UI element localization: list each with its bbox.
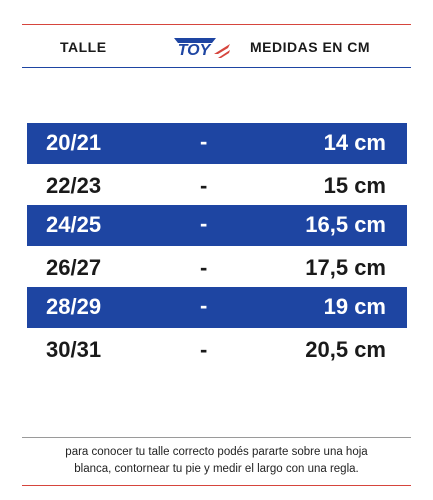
size-row: 30/31 - 20,5 cm [27,328,407,369]
size-row: 24/25 - 16,5 cm [27,205,407,246]
size-value: 26/27 [46,255,102,280]
row-dash: - [200,337,208,362]
logo-text: TOY [178,42,212,59]
size-value: 24/25 [46,212,102,237]
row-dash: - [200,293,208,318]
size-value: 30/31 [46,337,102,362]
size-table: 20/21 - 14 cm 22/23 - 15 cm 24/25 - 16,5 cm 26/27… [27,123,407,369]
measure-value: 19 cm [323,294,386,319]
footer-line-2: blanca, contornear tu pie y medir el lar… [74,463,359,475]
bottom-divider-red [22,485,411,486]
footer-note: para conocer tu talle correcto podés par… [22,444,411,478]
table-header: TALLE TOY MEDIDAS EN CM [0,25,433,70]
row-dash: - [200,211,208,236]
measure-value: 14 cm [323,130,386,155]
measure-value: 20,5 cm [305,337,386,362]
header-measure-label: MEDIDAS EN CM [250,39,371,55]
measure-value: 16,5 cm [305,212,386,237]
row-dash: - [200,173,208,198]
measure-value: 17,5 cm [305,255,386,280]
header-divider-blue [22,67,411,68]
footer-line-1: para conocer tu talle correcto podés par… [65,446,368,458]
size-value: 28/29 [46,294,102,319]
top-divider-red [22,24,411,25]
size-row: 28/29 - 19 cm [27,287,407,328]
size-value: 20/21 [46,130,102,155]
brand-logo: TOY [174,38,230,59]
row-dash: - [200,255,208,280]
size-row: 26/27 - 17,5 cm [27,246,407,287]
measure-value: 15 cm [323,173,386,198]
size-row: 20/21 - 14 cm [27,123,407,164]
footer-divider [22,437,411,438]
size-value: 22/23 [46,173,102,198]
size-row: 22/23 - 15 cm [27,164,407,205]
row-dash: - [200,129,208,154]
header-size-label: TALLE [60,39,107,55]
